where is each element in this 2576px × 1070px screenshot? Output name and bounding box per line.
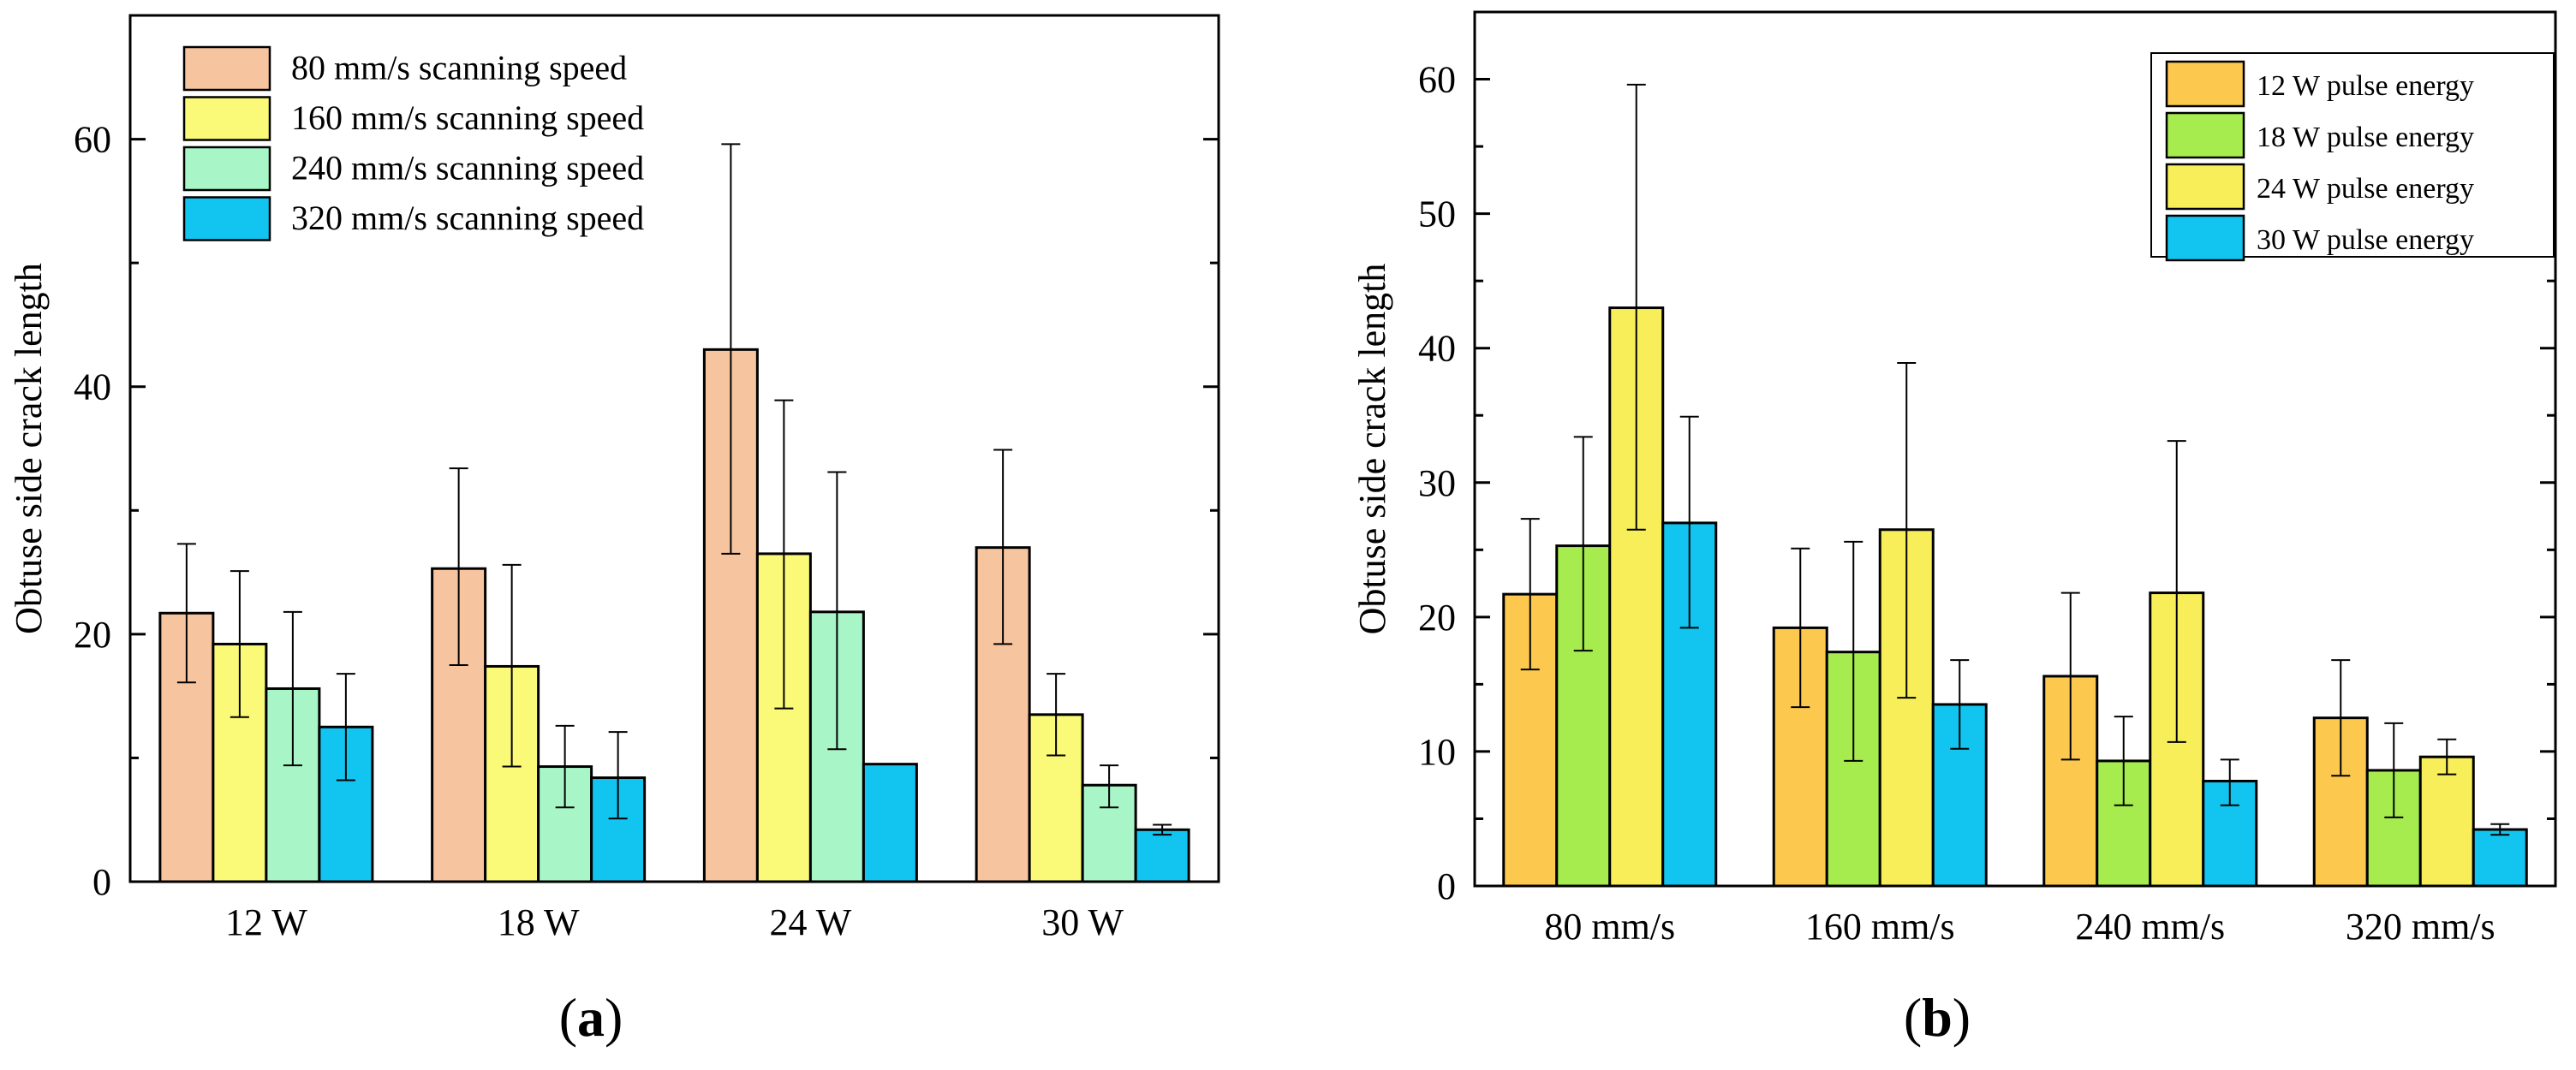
legend-swatch: [2165, 163, 2245, 211]
chart-panel-a: 0 20 40 60 Obtuse side crack length 12 W 18 W 2…: [8, 14, 1220, 1048]
bar: [1134, 828, 1190, 883]
legend-swatch: [182, 146, 271, 192]
y-tick-label: 0: [1437, 865, 1456, 907]
legend-swatch: [2165, 214, 2245, 262]
legend-label: 320 mm/s scanning speed: [291, 199, 644, 237]
y-tick-label: 20: [74, 614, 111, 656]
legend-label: 30 W pulse energy: [2257, 224, 2474, 256]
legend-swatch: [182, 196, 271, 241]
y-axis-title: Obtuse side crack length: [1351, 264, 1393, 635]
chart-panel-b: 0 10 20 30 40 50 60 Obtuse side crack length 80 …: [1351, 10, 2557, 1048]
x-tick-label: 12 W: [225, 901, 307, 943]
x-tick-label: 80 mm/s: [1544, 906, 1675, 948]
y-tick-label: 60: [74, 119, 111, 161]
bar: [2472, 828, 2528, 888]
x-tick-label: 30 W: [1041, 901, 1124, 943]
legend: 80 mm/s scanning speed 160 mm/s scanning …: [182, 45, 644, 241]
plot-frame: [1473, 10, 2557, 888]
panel-label: (b): [1904, 987, 1971, 1048]
legend-label: 80 mm/s scanning speed: [291, 49, 627, 87]
legend-label: 24 W pulse energy: [2257, 173, 2474, 205]
y-tick-label: 40: [1418, 328, 1456, 370]
legend-swatch: [182, 96, 271, 141]
legend-swatch: [182, 45, 271, 92]
legend-swatch: [2165, 60, 2245, 108]
y-tick-label: 10: [1418, 731, 1456, 773]
bar: [2418, 755, 2475, 888]
y-tick-label: 40: [74, 366, 111, 408]
legend-label: 160 mm/s scanning speed: [291, 98, 644, 137]
y-tick-label: 50: [1418, 193, 1456, 235]
legend-swatch: [2165, 111, 2245, 159]
y-tick-label: 0: [92, 861, 111, 903]
x-tick-label: 320 mm/s: [2346, 906, 2496, 948]
y-tick-label: 60: [1418, 59, 1456, 101]
y-tick-label: 30: [1418, 462, 1456, 504]
panel-label: (a): [559, 987, 623, 1048]
plot-frame: [128, 14, 1220, 883]
legend-label: 18 W pulse energy: [2257, 122, 2474, 153]
legend: 12 W pulse energy 18 W pulse energy 24 W p…: [2150, 52, 2555, 262]
y-axis-title: Obtuse side crack length: [8, 263, 50, 634]
bar: [862, 763, 918, 883]
x-tick-label: 18 W: [498, 901, 580, 943]
x-tick-label: 240 mm/s: [2075, 906, 2225, 948]
x-tick-label: 24 W: [770, 901, 852, 943]
legend-label: 240 mm/s scanning speed: [291, 149, 644, 187]
y-tick-label: 20: [1418, 597, 1456, 639]
x-tick-label: 160 mm/s: [1805, 906, 1955, 948]
legend-label: 12 W pulse energy: [2257, 70, 2474, 102]
bar: [755, 552, 812, 883]
